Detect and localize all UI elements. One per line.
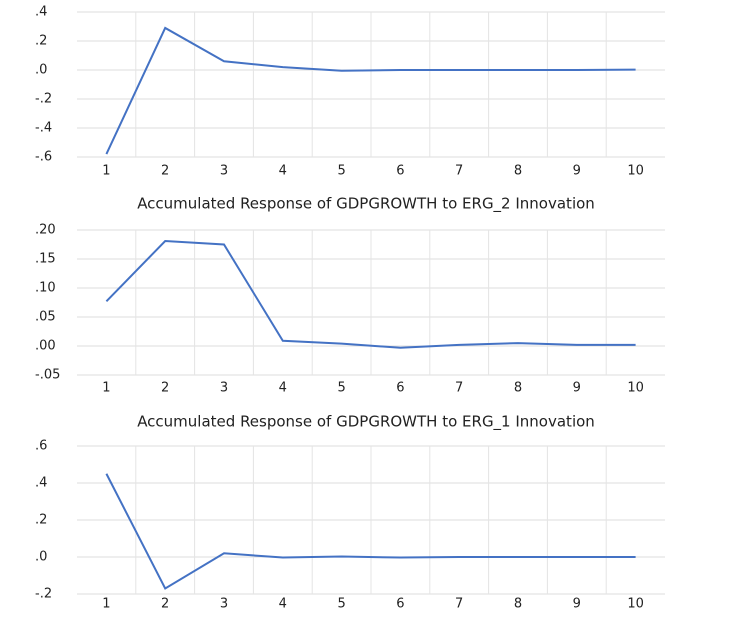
x-tick-label: 3 [220, 381, 228, 396]
y-tick-label: .05 [35, 310, 56, 325]
x-tick-label: 8 [514, 381, 522, 396]
x-tick-label: 4 [279, 597, 287, 612]
y-tick-label: .00 [35, 339, 56, 354]
y-tick-label: -.2 [35, 92, 52, 107]
x-tick-label: 8 [514, 164, 522, 179]
x-tick-label: 3 [220, 164, 228, 179]
x-tick-label: 4 [279, 381, 287, 396]
x-tick-label: 7 [455, 597, 463, 612]
x-tick-label: 9 [573, 381, 581, 396]
x-tick-label: 5 [337, 597, 345, 612]
chart-title: Accumulated Response of GDPGROWTH to ERG… [137, 413, 595, 432]
x-tick-label: 10 [627, 164, 644, 179]
x-tick-label: 2 [161, 381, 169, 396]
y-tick-label: .10 [35, 281, 56, 296]
x-tick-label: 2 [161, 164, 169, 179]
y-tick-label: -.6 [35, 150, 52, 165]
x-tick-label: 2 [161, 597, 169, 612]
x-tick-label: 6 [396, 164, 404, 179]
x-tick-label: 7 [455, 381, 463, 396]
x-tick-label: 10 [627, 597, 644, 612]
y-tick-label: .4 [35, 5, 47, 20]
y-tick-label: .20 [35, 223, 56, 238]
y-tick-label: .2 [35, 34, 47, 49]
y-tick-label: -.2 [35, 587, 52, 602]
x-tick-label: 1 [102, 164, 110, 179]
x-tick-label: 7 [455, 164, 463, 179]
x-tick-label: 6 [396, 381, 404, 396]
x-tick-label: 3 [220, 597, 228, 612]
x-tick-label: 6 [396, 597, 404, 612]
figure: .4 .2 .0 -.2 -.4 -.6 1 2 3 4 5 6 7 8 9 10 Accumulated Re… [0, 0, 732, 613]
y-tick-label: -.4 [35, 121, 52, 136]
x-tick-label: 9 [573, 164, 581, 179]
y-tick-label: .4 [35, 476, 47, 491]
x-tick-label: 1 [102, 597, 110, 612]
y-tick-label: .0 [35, 550, 47, 565]
y-tick-label: -.05 [35, 368, 60, 383]
y-tick-label: .15 [35, 252, 56, 267]
x-tick-label: 4 [279, 164, 287, 179]
x-tick-label: 1 [102, 381, 110, 396]
x-tick-label: 5 [337, 381, 345, 396]
y-tick-label: .0 [35, 63, 47, 78]
x-tick-label: 10 [627, 381, 644, 396]
x-tick-label: 8 [514, 597, 522, 612]
y-tick-label: .6 [35, 439, 47, 454]
x-tick-label: 5 [337, 164, 345, 179]
y-tick-label: .2 [35, 513, 47, 528]
chart-title: Accumulated Response of GDPGROWTH to ERG… [137, 195, 595, 214]
x-tick-label: 9 [573, 597, 581, 612]
